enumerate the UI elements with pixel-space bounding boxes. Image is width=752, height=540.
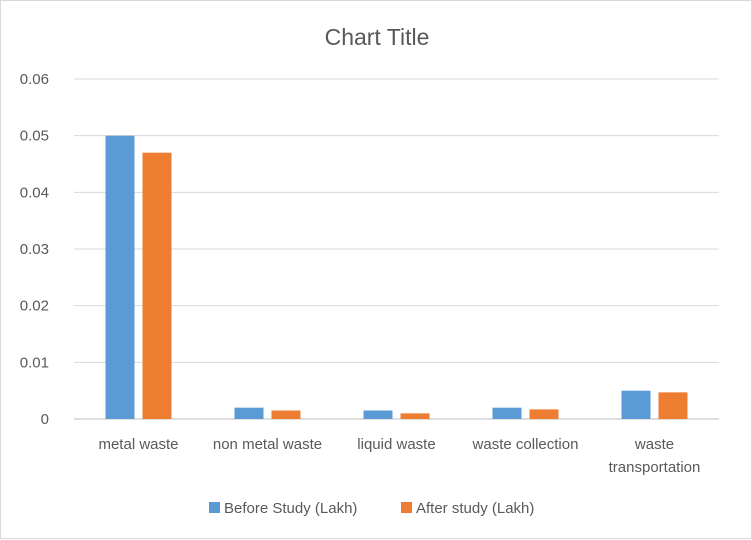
x-axis-tick-labels: metal waste non metal waste liquid waste wa… (98, 436, 700, 476)
x-tick-label: non metal waste (213, 436, 322, 453)
y-axis-tick-labels: 0 0.01 0.02 0.03 0.04 0.05 0.06 (20, 71, 49, 428)
gridlines (74, 78, 719, 420)
bar-after-3 (529, 409, 559, 419)
y-tick-label: 0.02 (20, 298, 49, 315)
x-tick-label: waste collection (472, 436, 579, 453)
legend-label: Before Study (Lakh) (224, 500, 357, 517)
y-tick-label: 0.04 (20, 184, 49, 201)
bar-before-3 (492, 407, 522, 419)
legend-label: After study (Lakh) (416, 500, 534, 517)
bar-after-0 (142, 152, 172, 419)
bar-before-4 (621, 390, 651, 419)
legend-swatch (401, 502, 412, 513)
x-tick-label: waste transportation (609, 436, 701, 476)
x-tick-label: metal waste (98, 436, 178, 453)
bar-before-1 (234, 407, 264, 419)
bar-after-4 (658, 392, 688, 419)
bar-after-1 (271, 410, 301, 419)
bar-before-2 (363, 410, 393, 419)
bar-after-2 (400, 413, 430, 419)
y-tick-label: 0 (41, 411, 49, 428)
y-tick-label: 0.01 (20, 354, 49, 371)
x-tick-label: liquid waste (357, 436, 435, 453)
bars (105, 135, 688, 419)
y-tick-label: 0.06 (20, 71, 49, 88)
y-tick-label: 0.05 (20, 128, 49, 145)
y-tick-label: 0.03 (20, 241, 49, 258)
legend: Before Study (Lakh) After study (Lakh) (209, 500, 534, 517)
chart-title: Chart Title (325, 24, 430, 50)
legend-swatch (209, 502, 220, 513)
bar-before-0 (105, 135, 135, 419)
